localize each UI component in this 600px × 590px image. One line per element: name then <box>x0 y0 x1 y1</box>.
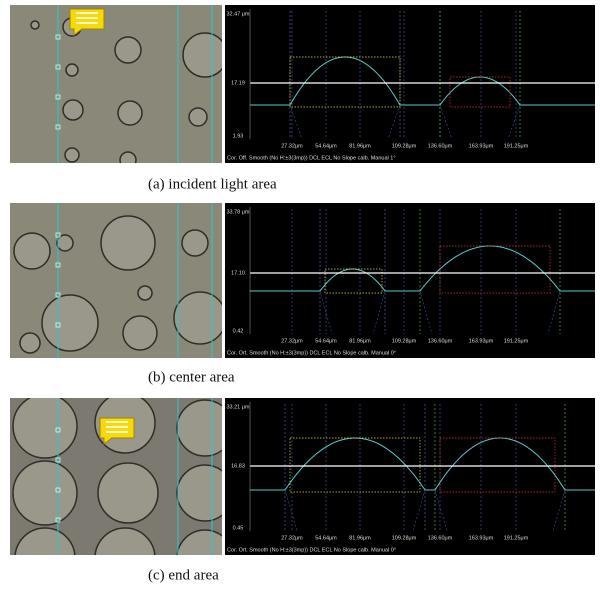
y-label: 17.19 <box>231 80 245 86</box>
caption: (a) incident light area <box>148 176 277 192</box>
x-label: 191.25μm <box>504 143 529 149</box>
x-label: 136.60μm <box>428 338 453 344</box>
droplet <box>42 295 98 351</box>
droplet <box>20 333 40 353</box>
droplet <box>174 292 226 344</box>
droplet <box>66 64 78 76</box>
x-label: 54.64μm <box>315 143 337 149</box>
profile-plot <box>225 203 595 358</box>
droplet <box>177 400 233 456</box>
droplet <box>95 528 155 588</box>
droplet <box>183 33 227 77</box>
y-label: 0.42 <box>233 328 244 334</box>
y-label: 16.83 <box>231 463 245 469</box>
droplet <box>118 101 142 125</box>
droplet <box>138 286 152 300</box>
y-label: 33.78 μm <box>226 209 249 215</box>
droplet <box>120 152 136 168</box>
x-label: 54.64μm <box>315 535 337 541</box>
profile-plot <box>225 5 595 163</box>
x-label: 81.96μm <box>349 143 371 149</box>
x-label: 136.60μm <box>428 535 453 541</box>
profile-plot <box>225 398 595 555</box>
x-label: 163.93μm <box>469 143 494 149</box>
droplet <box>177 465 233 521</box>
figure-canvas: 32.47 μm 17.19 1.93 27.32μm 54.64μm 81.96μm 10… <box>0 0 600 590</box>
droplet <box>123 316 157 350</box>
x-label: 81.96μm <box>349 338 371 344</box>
x-label: 163.93μm <box>469 338 494 344</box>
x-label: 109.28μm <box>392 338 417 344</box>
y-label: 32.47 μm <box>226 11 249 17</box>
microscope-image <box>10 5 222 163</box>
x-label: 191.25μm <box>504 338 529 344</box>
droplet <box>65 148 79 162</box>
x-label: 136.60μm <box>428 143 453 149</box>
figure: 32.47 μm 17.19 1.93 27.32μm 54.64μm 81.96μm 10… <box>0 0 600 590</box>
x-label: 109.28μm <box>392 535 417 541</box>
x-label: 81.96μm <box>349 535 371 541</box>
plot-footer: Cor. Ort. Smooth (No H:±3(3mp)) DCL ECL … <box>227 547 396 553</box>
x-label: 27.32μm <box>281 535 303 541</box>
droplet <box>189 108 207 126</box>
droplet <box>13 394 77 458</box>
droplet <box>101 216 155 270</box>
droplet <box>13 461 77 525</box>
x-label: 54.64μm <box>315 338 337 344</box>
y-label: 17.10 <box>231 270 245 276</box>
x-label: 109.28μm <box>392 143 417 149</box>
y-label: 0.45 <box>233 525 244 531</box>
caption: (c) end area <box>148 567 219 583</box>
droplet <box>98 463 158 523</box>
droplet <box>115 37 141 63</box>
x-label: 191.25μm <box>504 535 529 541</box>
droplet <box>15 528 75 588</box>
droplet <box>63 100 83 120</box>
plot-footer: Cor. Ort. Smooth (No H:±3(3mp)) DCL ECL … <box>227 350 396 356</box>
droplet <box>14 233 50 269</box>
x-label: 163.93μm <box>469 535 494 541</box>
plot-footer: Cor. Off. Smooth (No H:±3(3mp)) DCL ECL … <box>227 155 396 161</box>
droplet <box>182 230 208 256</box>
x-label: 27.32μm <box>281 143 303 149</box>
droplet <box>31 21 39 29</box>
caption: (b) center area <box>148 369 235 385</box>
x-label: 27.32μm <box>281 338 303 344</box>
y-label: 1.93 <box>233 133 244 139</box>
y-label: 33.21 μm <box>226 404 249 410</box>
